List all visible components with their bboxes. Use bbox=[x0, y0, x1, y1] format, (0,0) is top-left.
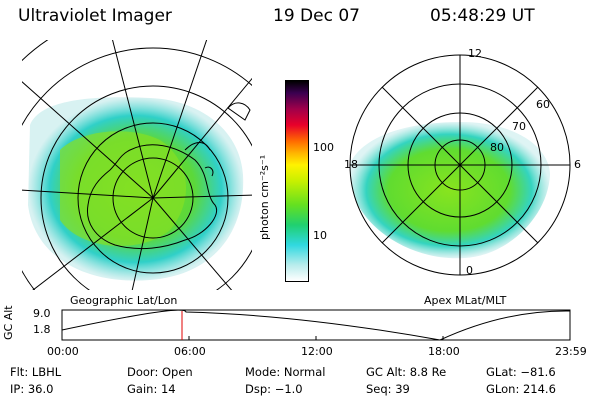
info-gain: Gain: 14 bbox=[127, 382, 176, 396]
info-glon: GLon: 214.6 bbox=[486, 382, 556, 396]
xtick-2359: 23:59 bbox=[555, 345, 587, 358]
info-ip: IP: 36.0 bbox=[10, 382, 54, 396]
mlt-label-12: 12 bbox=[468, 47, 482, 60]
colorbar bbox=[285, 80, 309, 282]
instrument-title: Ultraviolet Imager bbox=[18, 6, 172, 26]
altitude-ytick-9: 9.0 bbox=[33, 307, 51, 320]
colorbar-label: photon cm⁻²s⁻¹ bbox=[258, 154, 271, 240]
xtick-0600: 06:00 bbox=[174, 345, 206, 358]
info-seq: Seq: 39 bbox=[366, 382, 410, 396]
info-flt: Flt: LBHL bbox=[10, 365, 62, 379]
altitude-ylabel: GC Alt bbox=[2, 305, 15, 340]
info-gcalt: GC Alt: 8.8 Re bbox=[366, 365, 447, 379]
colorbar-tick-10: 10 bbox=[313, 229, 327, 242]
xtick-1800: 18:00 bbox=[428, 345, 460, 358]
info-mode: Mode: Normal bbox=[245, 365, 326, 379]
info-door: Door: Open bbox=[127, 365, 193, 379]
left-panel-caption: Geographic Lat/Lon bbox=[70, 294, 178, 307]
xtick-0000: 00:00 bbox=[47, 345, 79, 358]
info-dsp: Dsp: −1.0 bbox=[245, 382, 303, 396]
mlt-label-6: 6 bbox=[574, 158, 581, 171]
info-glat: GLat: −81.6 bbox=[486, 365, 556, 379]
altitude-ytick-1-8: 1.8 bbox=[33, 323, 51, 336]
geographic-map bbox=[22, 40, 252, 290]
mlat-label-80: 80 bbox=[490, 141, 504, 154]
time-label: 05:48:29 UT bbox=[430, 6, 535, 26]
mlat-label-70: 70 bbox=[512, 120, 526, 133]
xtick-1200: 12:00 bbox=[301, 345, 333, 358]
mlat-label-60: 60 bbox=[536, 98, 550, 111]
magnetic-map bbox=[349, 54, 571, 276]
altitude-plot bbox=[61, 309, 571, 341]
right-panel-caption: Apex MLat/MLT bbox=[424, 294, 507, 307]
mlt-label-18: 18 bbox=[344, 158, 358, 171]
mlt-label-0: 0 bbox=[466, 264, 473, 277]
colorbar-tick-100: 100 bbox=[313, 141, 334, 154]
date-label: 19 Dec 07 bbox=[273, 6, 360, 26]
